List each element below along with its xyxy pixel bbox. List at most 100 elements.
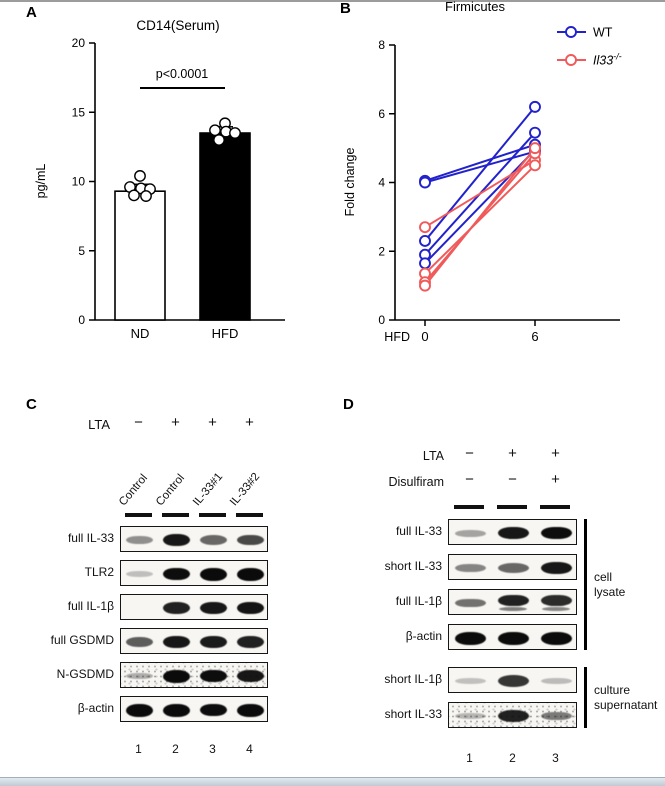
blot-band: [454, 529, 487, 537]
treatment-sign: +: [508, 445, 517, 462]
y-tick-label: 5: [78, 244, 85, 258]
data-point: [419, 234, 431, 247]
lane-number: 4: [246, 742, 253, 756]
data-point: [529, 100, 541, 113]
blot-band: [542, 607, 571, 611]
y-tick-label: 4: [378, 176, 385, 190]
blot-row-label: full IL-33: [67, 531, 114, 545]
blot-row-label: full IL-33: [395, 524, 442, 538]
blot-band: [540, 594, 573, 607]
blot-band: [454, 563, 487, 573]
legend-label: Il33-/-: [593, 52, 622, 68]
data-point: [529, 126, 541, 139]
blot-row-label: full IL-1β: [67, 599, 114, 613]
blot-band: [162, 703, 191, 717]
blot-row-box: [448, 667, 577, 693]
blot-band: [497, 631, 530, 645]
data-point: [419, 257, 431, 270]
y-tick-label: 2: [378, 244, 385, 258]
blot-band: [125, 536, 154, 544]
blot-band: [497, 563, 530, 573]
blot-row-box: [120, 662, 268, 688]
lane-overline: [236, 513, 263, 517]
blot-band: [499, 607, 528, 611]
bracket-label: culture: [594, 682, 631, 697]
y-tick-label: 8: [378, 38, 385, 52]
blot-band: [540, 631, 573, 645]
panel-label-d: D: [343, 396, 354, 413]
blot-row-label: short IL-33: [384, 707, 442, 721]
y-tick-label: 10: [72, 175, 86, 189]
blot-band: [199, 669, 228, 683]
western-blot-panel-c: LTA − + + + Control Control IL-33#1 IL-33#2 full …: [38, 412, 328, 772]
blot-band: [497, 710, 530, 722]
treatment-label: LTA: [422, 449, 444, 463]
blot-band: [162, 669, 191, 683]
x-tick-label: 6: [531, 329, 538, 344]
data-point: [209, 124, 221, 137]
blot-band: [454, 598, 487, 608]
line-chart-firmicutes: Firmicutes 0 2 4 6 8 Fold change 0 6 HFD WT Il33-/-: [343, 0, 622, 344]
lane-number: 2: [172, 742, 179, 756]
blot-band: [540, 561, 573, 575]
blot-band: [199, 567, 228, 581]
lane-label: IL-33#1: [191, 470, 226, 509]
blot-band: [236, 567, 265, 581]
blot-band: [125, 703, 154, 717]
blot-band: [236, 534, 265, 546]
blot-band: [162, 567, 191, 581]
treatment-sign: +: [551, 471, 560, 488]
treatment-sign: +: [245, 414, 254, 431]
chart-title: CD14(Serum): [136, 18, 219, 33]
blot-row-box: [120, 696, 268, 722]
data-point: [419, 279, 431, 292]
legend-label-sup: -/-: [613, 52, 622, 62]
lane-overline: [540, 505, 570, 509]
treatment-sign: −: [508, 471, 517, 488]
lane-overline: [125, 513, 152, 517]
y-tick-label: 0: [378, 313, 385, 327]
treatment-sign: +: [551, 445, 560, 462]
group-bracket: [584, 667, 587, 728]
blot-band: [125, 672, 154, 680]
blot-row-box: [120, 628, 268, 654]
data-line: [424, 150, 536, 184]
treatment-sign: −: [465, 471, 474, 488]
data-point: [419, 221, 431, 234]
treatment-label: Disulfiram: [388, 475, 444, 489]
blot-row-label: full GSDMD: [50, 633, 114, 647]
blot-band: [454, 631, 487, 645]
data-point: [128, 189, 140, 202]
y-tick-label: 20: [72, 36, 86, 50]
blot-band: [540, 677, 573, 685]
blot-row-box: [448, 702, 577, 728]
treatment-sign: +: [208, 414, 217, 431]
legend-label-text: WT: [593, 26, 613, 40]
blot-band: [497, 594, 530, 607]
blot-row-box: [448, 519, 577, 545]
blot-row-label: N-GSDMD: [56, 667, 114, 681]
lane-overline: [162, 513, 189, 517]
data-line: [424, 106, 536, 242]
y-tick-label: 6: [378, 107, 385, 121]
blot-band: [162, 635, 191, 649]
data-point: [529, 159, 541, 172]
bar: [114, 190, 166, 321]
blot-row-label: β-actin: [405, 629, 442, 643]
legend-marker: [565, 54, 577, 66]
lane-number: 1: [466, 751, 473, 765]
bracket-label: cell: [594, 569, 613, 584]
blot-row-box: [448, 624, 577, 650]
bar: [199, 132, 251, 321]
blot-row-label: β-actin: [77, 701, 114, 715]
data-line: [424, 147, 536, 287]
blot-band: [162, 533, 191, 547]
y-axis-label: pg/mL: [34, 164, 48, 199]
blot-row-label: TLR2: [84, 565, 114, 579]
blot-band: [199, 703, 228, 717]
window-bottom-bar: [0, 777, 665, 786]
treatment-sign: −: [465, 445, 474, 462]
data-point: [134, 170, 146, 182]
blot-band: [199, 535, 228, 545]
